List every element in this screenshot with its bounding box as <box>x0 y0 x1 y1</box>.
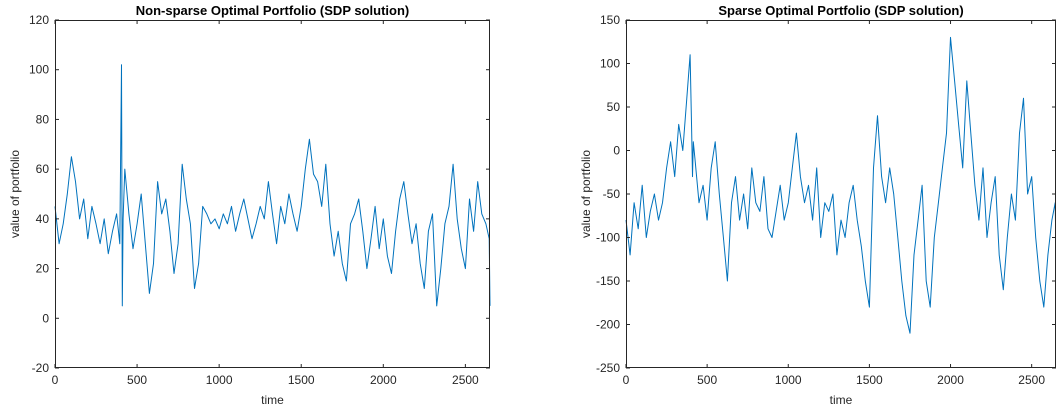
series-line <box>625 36 1056 334</box>
x-tick-label: 2500 <box>1018 373 1045 387</box>
x-tick-label: 0 <box>52 373 59 387</box>
y-tick-label: -250 <box>596 361 620 375</box>
y-tick-label: 100 <box>29 63 49 77</box>
x-tick-label: 500 <box>697 373 717 387</box>
x-tick-label: 1000 <box>775 373 802 387</box>
x-tick-label: 2000 <box>370 373 397 387</box>
x-tick-label: 1500 <box>856 373 883 387</box>
y-tick-label: 40 <box>36 212 50 226</box>
y-tick-label: 50 <box>607 100 621 114</box>
chart-left: 0 500 1000 1500 2000 2500-20020406080100120No… <box>8 3 491 407</box>
y-tick-label: 150 <box>600 13 620 27</box>
y-axis-label: value of portfolio <box>579 150 593 238</box>
x-tick-label: 0 <box>623 373 630 387</box>
y-tick-label: 100 <box>600 57 620 71</box>
y-tick-label: -20 <box>32 361 50 375</box>
y-tick-label: 20 <box>36 262 50 276</box>
x-axis-label: time <box>830 393 853 407</box>
y-tick-label: -50 <box>603 187 621 201</box>
y-tick-label: -100 <box>596 231 620 245</box>
y-tick-label: 0 <box>42 311 49 325</box>
y-tick-label: 0 <box>613 144 620 158</box>
x-tick-label: 1500 <box>288 373 315 387</box>
chart-title: Sparse Optimal Portfolio (SDP solution) <box>718 3 963 18</box>
x-tick-label: 500 <box>127 373 147 387</box>
chart-right: 0 500 1000 1500 2000 2500 -250 -200 -150 -100 -50 0… <box>579 3 1056 407</box>
y-tick-label: 80 <box>36 112 50 126</box>
x-tick-label: 2000 <box>937 373 964 387</box>
y-axis-label: value of portfolio <box>8 150 22 238</box>
x-tick-label: 2500 <box>452 373 479 387</box>
axes-box <box>55 20 490 368</box>
x-axis-label: time <box>261 393 284 407</box>
y-tick-label: -150 <box>596 274 620 288</box>
chart-title: Non-sparse Optimal Portfolio (SDP soluti… <box>136 3 410 18</box>
y-tick-label: 60 <box>36 162 50 176</box>
series-line <box>54 64 491 307</box>
y-tick-label: -200 <box>596 318 620 332</box>
x-tick-label: 1000 <box>206 373 233 387</box>
y-tick-label: 120 <box>29 13 49 27</box>
